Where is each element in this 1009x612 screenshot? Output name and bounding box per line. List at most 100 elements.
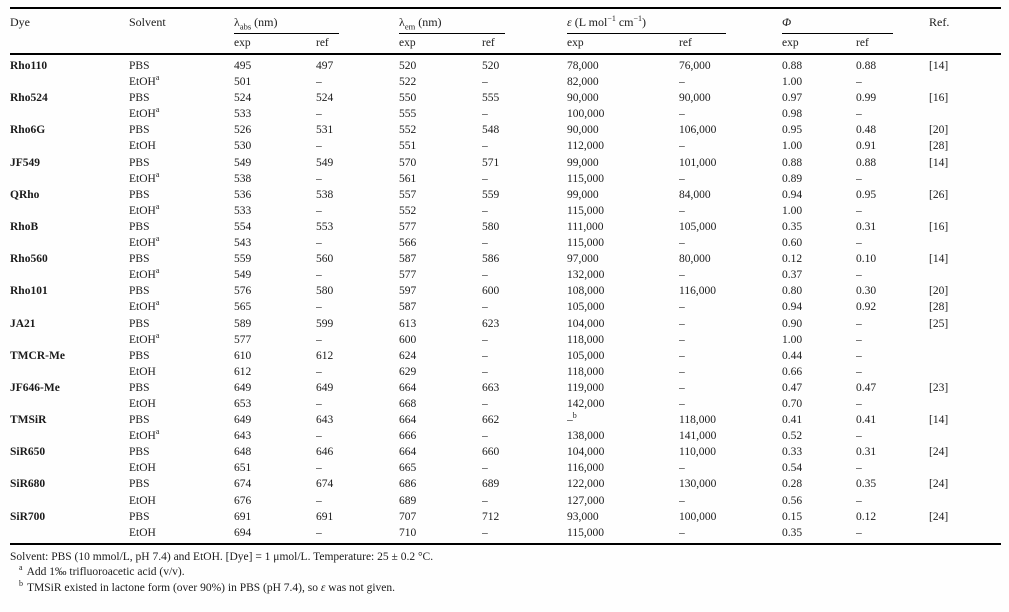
eps-exp-cell: –b — [567, 412, 577, 427]
em-exp-cell: 624 — [399, 349, 417, 362]
em-ref-cell: 663 — [482, 381, 500, 394]
em-exp-cell: 551 — [399, 140, 417, 153]
abs-ref-cell: 646 — [316, 446, 334, 459]
eps-ref-cell: – — [679, 494, 685, 507]
eps-ref-cell: – — [679, 204, 685, 217]
em-ref-cell: 548 — [482, 124, 500, 137]
abs-ref-cell: – — [316, 397, 322, 410]
ref-cell: [24] — [929, 510, 949, 523]
eps-ref-cell: 118,000 — [679, 414, 716, 427]
eps-exp-cell: 100,000 — [567, 108, 605, 121]
eps-exp-cell: 112,000 — [567, 140, 604, 153]
em-exp-cell: 597 — [399, 285, 417, 298]
abs-exp-cell: 648 — [234, 446, 252, 459]
solvent-cell: PBS — [129, 253, 150, 266]
em-exp-cell: 664 — [399, 446, 417, 459]
eps-ref-cell: 106,000 — [679, 124, 717, 137]
phi-ref-cell: – — [856, 108, 862, 121]
eps-ref-cell: – — [679, 140, 685, 153]
solvent-cell: EtOH — [129, 365, 156, 378]
eps-exp-cell: 78,000 — [567, 60, 599, 72]
eps-exp-cell: 105,000 — [567, 301, 605, 314]
abs-ref-cell: – — [316, 237, 322, 250]
eps-exp-cell: 118,000 — [567, 333, 604, 346]
phi-exp-cell: 0.60 — [782, 237, 803, 250]
dye-name — [10, 299, 129, 315]
abs-ref-cell: – — [316, 430, 322, 443]
subheader-phi-ref: ref — [856, 34, 930, 55]
abs-ref-cell: – — [316, 140, 322, 153]
phi-exp-cell: 0.35 — [782, 524, 857, 545]
eps-ref-cell: – — [679, 301, 685, 314]
abs-ref-cell: – — [316, 462, 322, 475]
ref-cell — [929, 171, 1001, 187]
dye-name — [10, 171, 129, 187]
em-exp-cell: 613 — [399, 317, 417, 330]
eps-exp-cell: 115,000 — [567, 172, 604, 185]
abs-ref-cell: 531 — [316, 124, 334, 137]
table-row: EtOHa 577 – 600 – 118,000 – 1.00 – — [10, 332, 1001, 348]
solvent-cell: EtOHa — [129, 428, 160, 443]
dye-name — [10, 364, 129, 380]
abs-ref-cell: – — [316, 494, 322, 507]
table-row: Rho101 PBS 576 580 597 600 108,000 116,0… — [10, 283, 1001, 299]
em-exp-cell: 557 — [399, 188, 417, 201]
em-exp-cell: 555 — [399, 108, 417, 121]
table-row: EtOHa 565 – 587 – 105,000 – 0.94 0.92 [2… — [10, 299, 1001, 315]
eps-exp-cell: 115,000 — [567, 524, 680, 545]
eps-ref-cell: 100,000 — [679, 510, 717, 523]
em-exp-cell: 570 — [399, 156, 417, 169]
table-body: Rho110 PBS 495 497 520 520 78,000 76,000… — [10, 54, 1002, 545]
abs-ref-cell: – — [316, 269, 322, 282]
eps-ref-cell: – — [679, 333, 685, 346]
column-header-lambda-abs: λabs (nm) — [234, 8, 399, 34]
solvent-cell: PBS — [129, 317, 150, 330]
em-ref-cell: 712 — [482, 510, 500, 523]
em-exp-cell: 566 — [399, 237, 417, 250]
dye-name: TMSiR — [10, 414, 47, 427]
solvent-cell: PBS — [129, 414, 150, 427]
ref-cell: [16] — [929, 220, 949, 233]
em-ref-cell: – — [482, 397, 488, 410]
em-exp-cell: 710 — [399, 524, 482, 545]
solvent-cell: PBS — [129, 188, 150, 201]
phi-ref-cell: – — [856, 204, 862, 217]
abs-exp-cell: 543 — [234, 237, 252, 250]
em-ref-cell: 586 — [482, 253, 500, 266]
abs-exp-cell: 549 — [234, 156, 252, 169]
phi-exp-cell: 0.12 — [782, 253, 803, 266]
phi-exp-cell: 0.52 — [782, 430, 803, 443]
column-header-solvent: Solvent — [129, 8, 234, 55]
ref-cell: [14] — [929, 60, 949, 72]
solvent-cell: PBS — [129, 478, 150, 491]
phi-ref-cell: – — [856, 524, 930, 545]
dye-name — [10, 74, 129, 90]
ref-cell: [24] — [929, 478, 949, 491]
phi-ref-cell: 0.31 — [856, 220, 877, 233]
phi-ref-cell: – — [856, 349, 862, 362]
phi-ref-cell: – — [856, 397, 862, 410]
em-exp-cell: 577 — [399, 220, 417, 233]
phi-exp-cell: 0.95 — [782, 124, 803, 137]
solvent-cell: EtOHa — [129, 74, 160, 89]
phi-exp-cell: 0.41 — [782, 414, 803, 427]
eps-exp-cell: 142,000 — [567, 397, 605, 410]
phi-ref-cell: 0.99 — [856, 92, 877, 105]
column-header-ref: Ref. — [929, 8, 1002, 55]
phi-exp-cell: 0.88 — [782, 60, 803, 72]
phi-ref-cell: 0.88 — [856, 156, 877, 169]
eps-ref-cell: – — [679, 269, 685, 282]
ref-cell — [929, 106, 1001, 122]
abs-exp-cell: 524 — [234, 92, 252, 105]
eps-exp-cell: 82,000 — [567, 76, 599, 89]
abs-exp-cell: 676 — [234, 494, 252, 507]
table-row: EtOHa 543 – 566 – 115,000 – 0.60 – — [10, 235, 1001, 251]
solvent-cell: EtOHa — [129, 331, 160, 346]
em-ref-cell: 600 — [482, 285, 500, 298]
column-header-dye: Dye — [10, 8, 129, 55]
dye-name — [10, 524, 129, 545]
em-exp-cell: 600 — [399, 333, 417, 346]
abs-ref-cell: – — [316, 204, 322, 217]
eps-exp-cell: 104,000 — [567, 446, 605, 459]
phi-ref-cell: 0.88 — [856, 60, 877, 72]
